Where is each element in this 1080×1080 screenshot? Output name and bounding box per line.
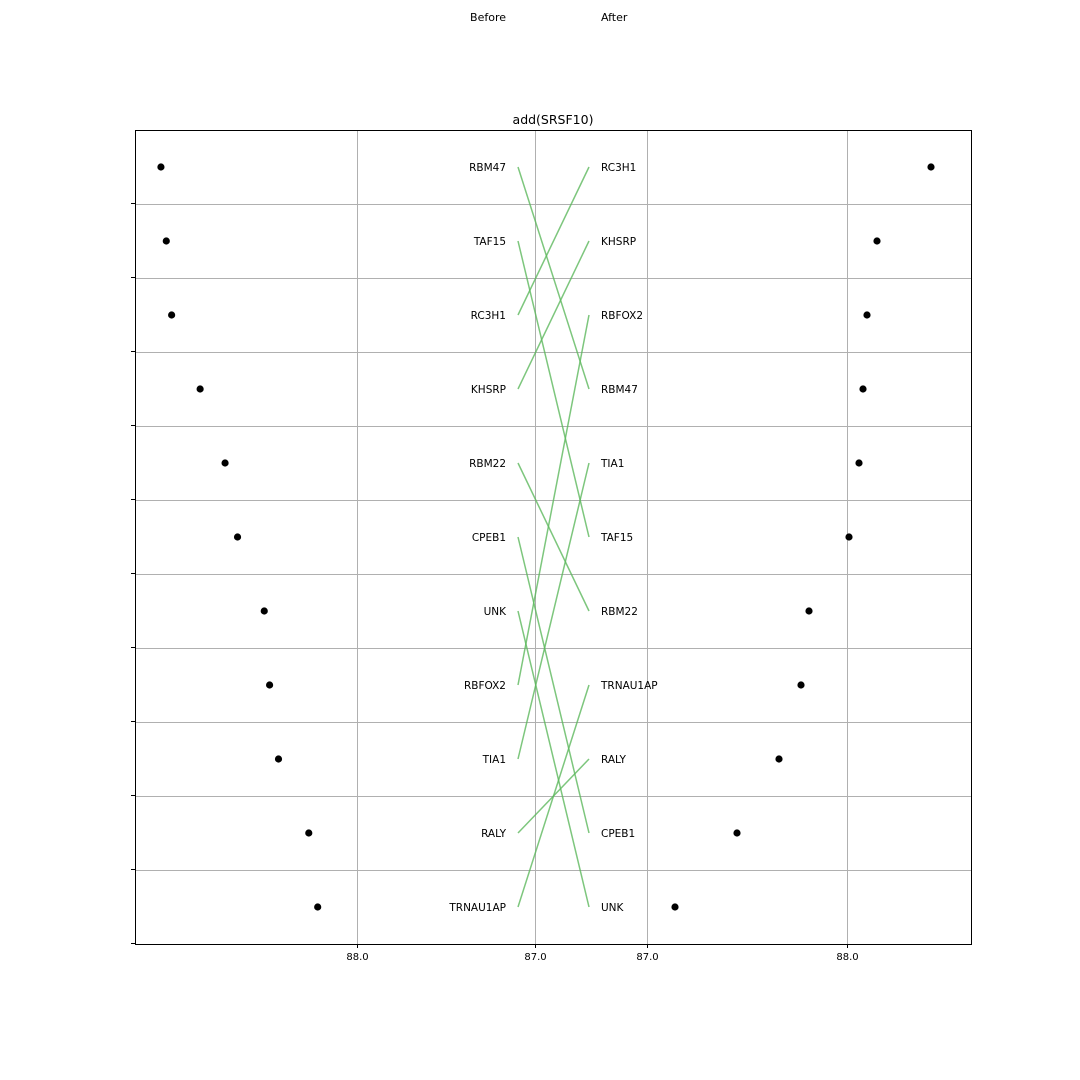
- point-layer: [157, 163, 935, 911]
- before-label: RBFOX2: [464, 680, 506, 692]
- after-point: [797, 681, 805, 689]
- after-label: TAF15: [600, 532, 633, 544]
- connector-line: [517, 240, 590, 390]
- after-point: [855, 459, 863, 467]
- connector-line: [517, 536, 590, 834]
- after-x-tick-label: 87.0: [636, 952, 658, 963]
- label-layer: RBM47 TAF15 RC3H1 KHSRP RBM22 CPEB1 UNK RBFOX2 T…: [448, 162, 657, 914]
- before-label: TIA1: [482, 754, 506, 766]
- after-label: RALY: [601, 754, 627, 766]
- before-label: RC3H1: [471, 310, 506, 322]
- before-label: RALY: [481, 828, 507, 840]
- after-header: After: [601, 11, 628, 24]
- connector-line: [517, 462, 590, 612]
- after-point: [863, 311, 871, 319]
- before-label: RBM22: [469, 458, 506, 470]
- connector-layer: [517, 166, 590, 908]
- after-label: TRNAU1AP: [600, 680, 658, 692]
- after-point: [859, 385, 867, 393]
- chart-title: add(SRSF10): [513, 112, 594, 127]
- after-point: [845, 533, 853, 541]
- after-label: CPEB1: [601, 828, 635, 840]
- connector-line: [517, 610, 590, 908]
- connector-line: [517, 684, 590, 908]
- after-point: [805, 607, 813, 615]
- before-point: [314, 903, 322, 911]
- after-label: RBM22: [601, 606, 638, 618]
- after-label: UNK: [601, 902, 625, 914]
- after-x-tick-label: 88.0: [836, 952, 858, 963]
- connector-line: [517, 240, 590, 538]
- before-point: [196, 385, 204, 393]
- before-label: RBM47: [469, 162, 506, 174]
- before-label: TRNAU1AP: [448, 902, 506, 914]
- before-point: [305, 829, 313, 837]
- before-point: [168, 311, 176, 319]
- before-label: CPEB1: [472, 532, 506, 544]
- after-label: RC3H1: [601, 162, 636, 174]
- after-label: TIA1: [600, 458, 624, 470]
- after-point: [671, 903, 679, 911]
- after-point: [873, 237, 881, 245]
- after-point: [775, 755, 783, 763]
- before-point: [260, 607, 268, 615]
- before-point: [162, 237, 170, 245]
- before-point: [274, 755, 283, 763]
- after-point: [927, 163, 935, 171]
- connector-line: [517, 166, 590, 390]
- before-point: [157, 163, 165, 171]
- after-label: RBM47: [601, 384, 638, 396]
- connector-line: [517, 166, 590, 316]
- after-label: RBFOX2: [601, 310, 643, 322]
- before-x-tick-label: 87.0: [524, 952, 546, 963]
- before-label: UNK: [484, 606, 508, 618]
- before-x-tick-label: 88.0: [346, 952, 368, 963]
- before-header: Before: [470, 11, 506, 24]
- before-label: KHSRP: [471, 384, 506, 396]
- before-point: [233, 533, 242, 541]
- after-point: [733, 829, 741, 837]
- connector-line: [517, 314, 590, 686]
- plot-frame: [135, 130, 972, 945]
- before-point: [265, 681, 274, 689]
- after-label: KHSRP: [601, 236, 636, 248]
- connector-line: [517, 462, 590, 760]
- before-point: [221, 459, 229, 467]
- before-label: TAF15: [473, 236, 506, 248]
